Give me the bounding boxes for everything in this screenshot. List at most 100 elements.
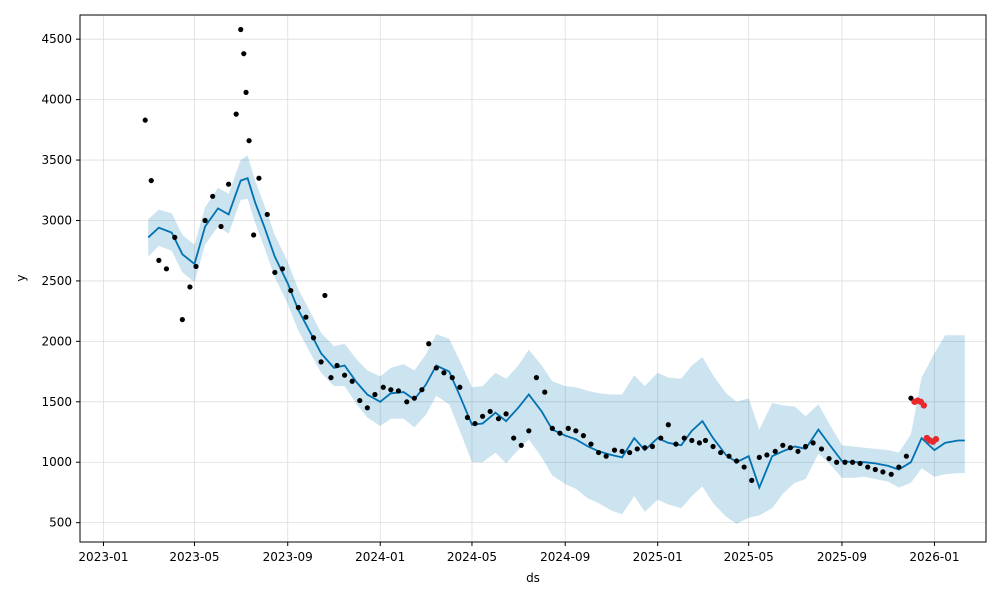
observed-point xyxy=(903,453,909,459)
observed-point xyxy=(310,335,317,341)
observed-point xyxy=(349,378,355,384)
observed-point xyxy=(908,395,914,401)
observed-point xyxy=(718,449,724,456)
observed-point xyxy=(787,445,793,451)
observed-point xyxy=(193,263,199,270)
y-tick-label: 2000 xyxy=(41,334,72,348)
observed-point xyxy=(495,416,502,422)
observed-point xyxy=(772,448,778,454)
observed-point xyxy=(411,395,417,401)
anomaly-point xyxy=(920,402,928,409)
observed-point xyxy=(542,389,548,395)
observed-point xyxy=(872,466,878,473)
observed-point xyxy=(156,257,162,263)
observed-point xyxy=(328,375,334,381)
observed-point xyxy=(603,453,609,459)
observed-point xyxy=(457,384,463,390)
observed-point xyxy=(148,177,154,184)
observed-point xyxy=(842,459,848,465)
observed-point xyxy=(518,442,524,448)
gridlines xyxy=(80,15,986,542)
observed-point xyxy=(802,443,809,450)
y-tick-label: 1500 xyxy=(41,395,72,409)
x-tick-label: 2024-09 xyxy=(540,550,590,564)
observed-point xyxy=(619,448,625,454)
observed-point xyxy=(256,175,262,181)
observed-point xyxy=(202,217,208,224)
observed-point xyxy=(464,414,471,421)
observed-point xyxy=(818,446,825,452)
observed-point xyxy=(834,459,840,465)
observed-points-layer xyxy=(142,26,917,483)
observed-point xyxy=(511,435,517,441)
observed-point xyxy=(210,193,216,199)
observed-point xyxy=(689,437,695,444)
observed-point xyxy=(726,453,732,459)
observed-point xyxy=(642,445,648,451)
observed-point xyxy=(756,454,762,460)
observed-point xyxy=(549,425,555,431)
observed-point xyxy=(658,435,664,441)
observed-point xyxy=(888,471,894,477)
observed-point xyxy=(163,266,170,272)
observed-point xyxy=(665,422,671,428)
anomaly-point xyxy=(932,436,940,443)
observed-point xyxy=(334,362,340,369)
observed-point xyxy=(395,388,402,394)
observed-point xyxy=(634,446,640,452)
observed-point xyxy=(533,375,540,381)
observed-point xyxy=(479,413,486,419)
x-tick-label: 2023-09 xyxy=(263,550,313,564)
x-tick-label: 2025-09 xyxy=(817,550,867,564)
observed-point xyxy=(573,428,579,434)
observed-point xyxy=(426,341,432,347)
observed-point xyxy=(749,477,755,483)
observed-point xyxy=(243,89,249,95)
observed-point xyxy=(318,359,324,365)
x-tick-label: 2023-05 xyxy=(169,550,219,564)
observed-point xyxy=(649,443,656,450)
observed-point xyxy=(441,370,447,376)
y-tick-label: 4000 xyxy=(41,93,72,107)
observed-point xyxy=(557,430,563,436)
observed-point xyxy=(627,449,633,456)
observed-point xyxy=(849,459,856,465)
observed-point xyxy=(503,411,509,417)
observed-point xyxy=(741,464,747,470)
anomaly-points-layer xyxy=(911,397,940,445)
observed-point xyxy=(279,266,286,272)
observed-point xyxy=(780,442,786,448)
observed-point xyxy=(826,455,832,462)
observed-point xyxy=(896,464,902,470)
observed-point xyxy=(433,365,439,371)
observed-point xyxy=(419,387,425,393)
observed-point xyxy=(187,284,193,290)
observed-point xyxy=(380,384,386,390)
y-tick-label: 1000 xyxy=(41,455,72,469)
observed-point xyxy=(218,223,224,230)
observed-point xyxy=(710,443,716,450)
y-tick-label: 3500 xyxy=(41,153,72,167)
observed-point xyxy=(702,437,709,444)
observed-point xyxy=(580,433,587,439)
observed-point xyxy=(364,405,370,411)
observed-point xyxy=(388,387,394,393)
observed-point xyxy=(246,138,252,144)
observed-point xyxy=(295,304,301,311)
y-tick-label: 2500 xyxy=(41,274,72,288)
uncertainty-band-layer xyxy=(148,155,965,524)
observed-point xyxy=(526,428,532,434)
observed-point xyxy=(357,397,363,404)
observed-point xyxy=(241,51,247,57)
observed-point xyxy=(288,287,294,294)
x-tick-label: 2025-01 xyxy=(633,550,683,564)
observed-point xyxy=(733,458,740,464)
observed-point xyxy=(372,391,378,398)
observed-point xyxy=(272,269,278,276)
observed-point xyxy=(857,460,863,467)
axis-layer: 2023-01 2023-05 2023-09 2024-01 2024-05 2024-… xyxy=(41,32,959,564)
observed-point xyxy=(487,408,493,415)
observed-point xyxy=(865,464,871,470)
observed-point xyxy=(588,441,594,447)
